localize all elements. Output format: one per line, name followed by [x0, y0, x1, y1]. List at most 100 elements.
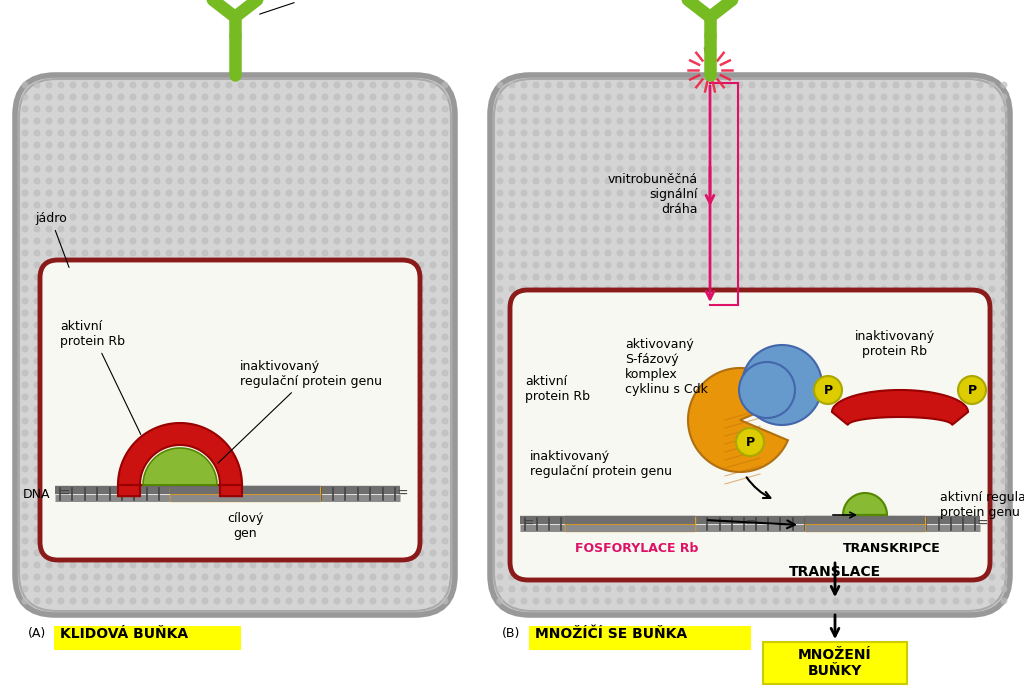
Circle shape — [34, 106, 41, 113]
Circle shape — [593, 562, 599, 569]
Circle shape — [93, 93, 100, 100]
Circle shape — [441, 166, 449, 173]
Circle shape — [952, 417, 959, 424]
Circle shape — [784, 370, 792, 377]
Circle shape — [177, 142, 184, 149]
Circle shape — [532, 381, 540, 388]
Circle shape — [713, 285, 720, 292]
Circle shape — [700, 214, 708, 220]
Circle shape — [581, 393, 588, 401]
Circle shape — [556, 117, 563, 124]
Circle shape — [177, 598, 184, 605]
Circle shape — [532, 238, 540, 245]
Circle shape — [977, 538, 983, 545]
Text: inaktivovaný
regulační protein genu: inaktivovaný regulační protein genu — [530, 450, 672, 478]
Circle shape — [298, 393, 304, 401]
Circle shape — [154, 574, 161, 580]
Circle shape — [965, 214, 972, 220]
Circle shape — [868, 562, 876, 569]
Circle shape — [772, 202, 779, 209]
Circle shape — [820, 406, 827, 413]
Circle shape — [545, 489, 552, 497]
Circle shape — [893, 274, 899, 281]
Circle shape — [713, 502, 720, 509]
Circle shape — [904, 225, 911, 232]
Circle shape — [833, 106, 840, 113]
Circle shape — [845, 106, 852, 113]
Circle shape — [70, 406, 77, 413]
Circle shape — [809, 274, 815, 281]
Circle shape — [334, 189, 341, 196]
Circle shape — [940, 106, 947, 113]
Circle shape — [225, 117, 232, 124]
Circle shape — [713, 274, 720, 281]
Circle shape — [309, 189, 316, 196]
Circle shape — [881, 142, 888, 149]
Circle shape — [616, 202, 624, 209]
Circle shape — [497, 489, 504, 497]
Circle shape — [725, 153, 731, 160]
Circle shape — [784, 406, 792, 413]
Circle shape — [441, 538, 449, 545]
Circle shape — [929, 453, 936, 460]
Circle shape — [677, 393, 683, 401]
Circle shape — [225, 370, 232, 377]
Circle shape — [965, 106, 972, 113]
Circle shape — [393, 82, 400, 88]
Circle shape — [213, 82, 220, 88]
Circle shape — [82, 129, 88, 137]
Circle shape — [334, 346, 341, 352]
Circle shape — [22, 381, 29, 388]
Circle shape — [345, 574, 352, 580]
Circle shape — [629, 598, 636, 605]
Circle shape — [441, 562, 449, 569]
Circle shape — [334, 549, 341, 556]
Circle shape — [977, 129, 983, 137]
Circle shape — [334, 381, 341, 388]
Circle shape — [497, 310, 504, 316]
Circle shape — [940, 513, 947, 520]
Circle shape — [189, 574, 197, 580]
Circle shape — [736, 178, 743, 184]
Circle shape — [238, 298, 245, 305]
Circle shape — [93, 142, 100, 149]
Circle shape — [141, 549, 148, 556]
Circle shape — [749, 166, 756, 173]
Circle shape — [154, 82, 161, 88]
Circle shape — [82, 178, 88, 184]
Circle shape — [652, 585, 659, 592]
Circle shape — [736, 334, 743, 341]
Circle shape — [545, 574, 552, 580]
Circle shape — [581, 585, 588, 592]
Circle shape — [652, 274, 659, 281]
Circle shape — [677, 274, 683, 281]
Circle shape — [616, 249, 624, 256]
Circle shape — [93, 334, 100, 341]
Circle shape — [189, 442, 197, 448]
Circle shape — [370, 502, 377, 509]
Circle shape — [213, 598, 220, 605]
Circle shape — [581, 166, 588, 173]
Circle shape — [761, 310, 768, 316]
Circle shape — [629, 585, 636, 592]
Circle shape — [1000, 117, 1008, 124]
Circle shape — [797, 249, 804, 256]
Circle shape — [286, 585, 293, 592]
Circle shape — [418, 142, 425, 149]
Circle shape — [22, 82, 29, 88]
Circle shape — [952, 214, 959, 220]
Circle shape — [45, 142, 52, 149]
Circle shape — [532, 285, 540, 292]
Circle shape — [545, 346, 552, 352]
Circle shape — [581, 549, 588, 556]
Circle shape — [93, 370, 100, 377]
Circle shape — [357, 178, 365, 184]
Circle shape — [93, 249, 100, 256]
Circle shape — [298, 477, 304, 484]
Circle shape — [509, 406, 515, 413]
Circle shape — [545, 393, 552, 401]
Circle shape — [322, 393, 329, 401]
Circle shape — [177, 261, 184, 269]
Circle shape — [93, 430, 100, 437]
Text: =: = — [977, 517, 988, 531]
